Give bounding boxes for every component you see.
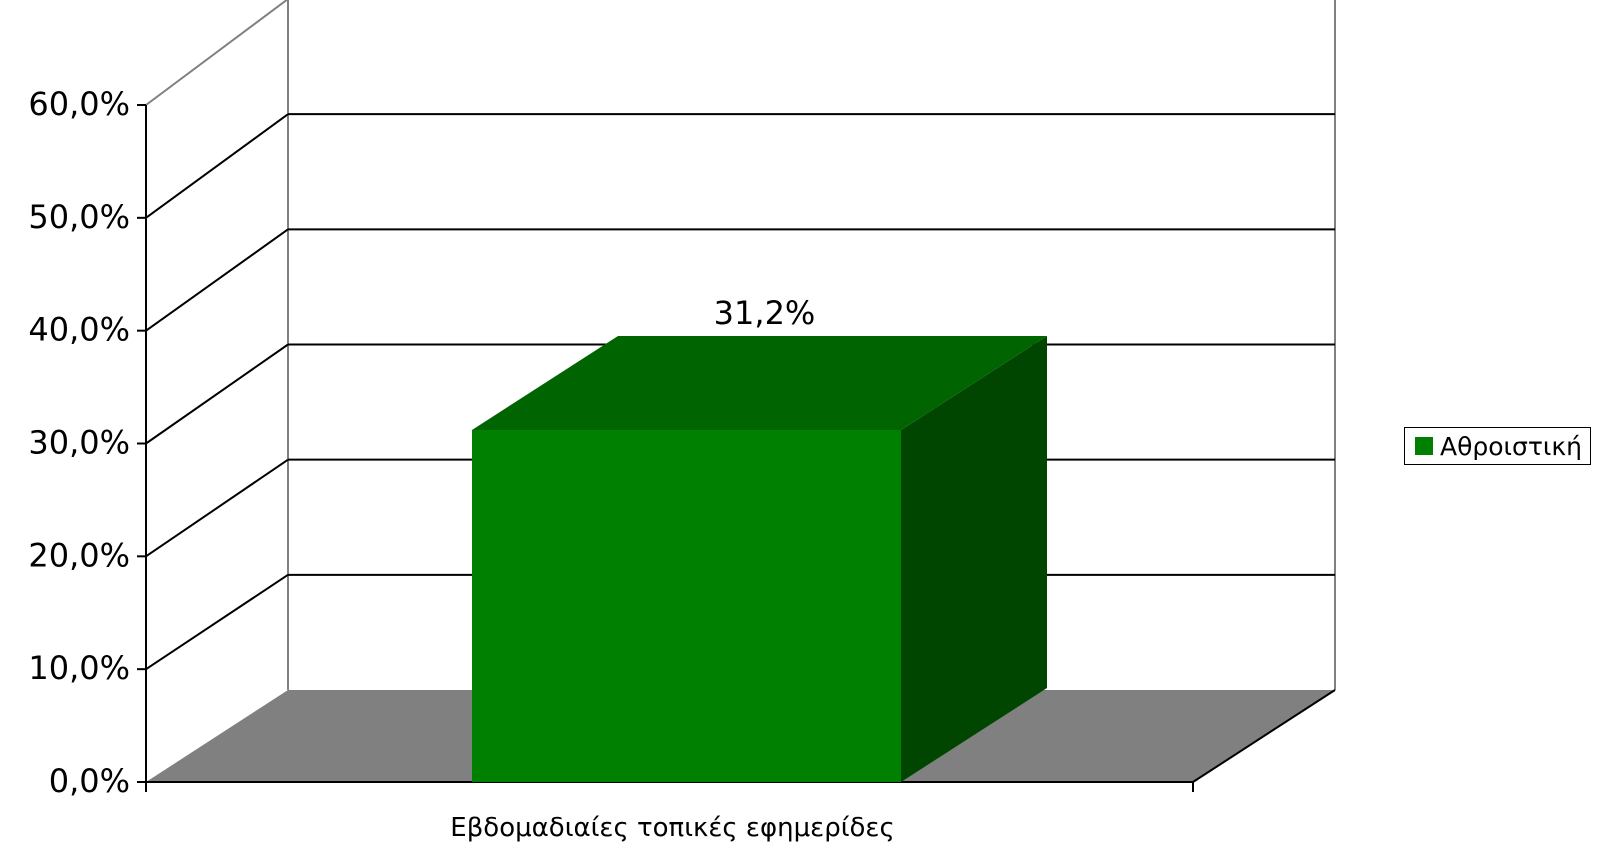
y-tick-label: 10,0% — [28, 649, 130, 687]
bar-side-face — [901, 335, 1047, 782]
y-tick-label: 40,0% — [28, 311, 130, 349]
gridline-left — [145, 574, 289, 670]
y-tick-label: 0,0% — [49, 762, 130, 800]
axes: 0,0% 10,0% 20,0% 30,0% 40,0% 50,0% 60,0% — [28, 85, 1194, 800]
legend-swatch — [1415, 437, 1433, 455]
y-tick-label: 30,0% — [28, 424, 130, 462]
gridline-left — [145, 113, 289, 219]
legend: Αθροιστική — [1404, 427, 1591, 465]
gridline-left — [145, 458, 289, 558]
y-tick-label: 60,0% — [28, 85, 130, 123]
bars — [472, 335, 1047, 782]
y-tick-label: 20,0% — [28, 536, 130, 574]
left-wall-top-edge — [145, 0, 289, 106]
bar-top-face — [472, 335, 1047, 430]
data-label: 31,2% — [714, 294, 816, 332]
labels: Εβδομαδιαίες τοπικές εφημερίδες 31,2% — [450, 294, 894, 843]
floor-right-edge — [1192, 689, 1336, 783]
y-tick-label: 50,0% — [28, 198, 130, 236]
x-category-label: Εβδομαδιαίες τοπικές εφημερίδες — [450, 813, 894, 843]
gridline-left — [145, 343, 289, 445]
legend-label: Αθροιστική — [1440, 431, 1582, 461]
gridline-left — [145, 228, 289, 332]
bar-front-face — [472, 429, 901, 782]
